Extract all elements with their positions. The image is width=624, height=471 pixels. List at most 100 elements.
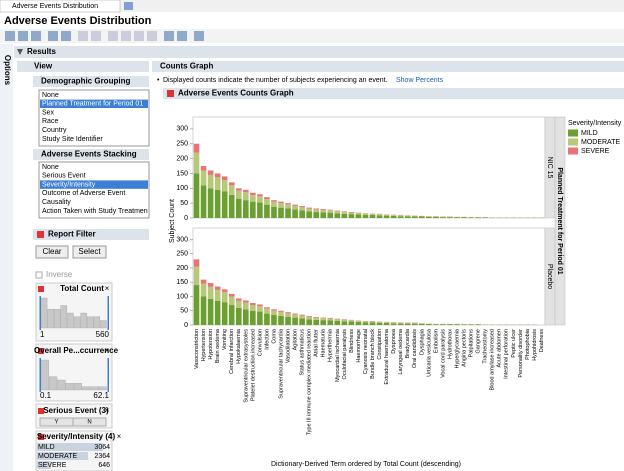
bar-segment <box>228 185 235 195</box>
x-tick-label: Brain oedema <box>215 328 221 363</box>
close-icon[interactable]: × <box>105 346 110 355</box>
list-item[interactable]: Causality <box>42 199 71 206</box>
tool-icon[interactable] <box>164 31 174 41</box>
x-tick-label: Deafness <box>539 329 545 352</box>
chart-header[interactable] <box>163 88 624 99</box>
red-triangle[interactable] <box>37 231 44 238</box>
bar-segment <box>376 321 383 323</box>
bar-segment <box>264 204 270 218</box>
bar-segment <box>264 307 270 309</box>
list-item[interactable]: None <box>42 92 59 99</box>
close-icon[interactable]: × <box>105 284 110 293</box>
tool-icon[interactable] <box>194 31 204 41</box>
bar-segment <box>257 311 263 325</box>
tool-icon[interactable] <box>177 31 187 41</box>
results-header[interactable] <box>14 46 624 58</box>
tool-icon[interactable] <box>147 31 157 41</box>
bar-segment <box>320 209 327 213</box>
bar-segment <box>383 215 390 218</box>
close-icon[interactable]: × <box>105 406 110 415</box>
list-item[interactable]: None <box>42 164 59 171</box>
tool-icon[interactable] <box>78 31 88 41</box>
red-triangle[interactable] <box>38 286 44 292</box>
legend-label[interactable]: SEVERE <box>581 148 610 155</box>
disclosure[interactable] <box>17 49 23 55</box>
level-count: 2364 <box>94 453 110 460</box>
group-listbox[interactable] <box>38 89 150 147</box>
chart-title: Adverse Events Counts Graph <box>178 89 294 98</box>
tab[interactable] <box>0 0 121 13</box>
bar-segment <box>193 143 200 153</box>
legend-label[interactable]: MILD <box>581 130 598 137</box>
bar-segment <box>285 313 291 317</box>
view-header[interactable] <box>17 61 149 72</box>
range-handle[interactable] <box>39 296 42 330</box>
x-tick-label: Vocal cord paralysis <box>440 329 446 378</box>
list-item[interactable]: Severity/Intensity <box>42 181 96 188</box>
histogram-bar <box>47 309 54 329</box>
list-item[interactable]: Study Site Identifier <box>42 136 103 143</box>
group-header[interactable] <box>33 76 149 87</box>
inverse-checkbox[interactable] <box>35 271 43 279</box>
bar-segment <box>221 191 228 218</box>
tool-icon[interactable] <box>61 31 71 41</box>
range-handle[interactable] <box>107 358 110 392</box>
histogram-bar <box>82 386 91 391</box>
level-label[interactable]: SEVERE <box>38 462 67 469</box>
bar-segment <box>404 323 411 324</box>
selected-item <box>40 180 148 189</box>
list-item[interactable]: Planned Treatment for Period 01 <box>42 101 143 108</box>
options-strip[interactable] <box>0 44 13 471</box>
filter-header[interactable] <box>33 229 149 240</box>
bar-segment <box>475 324 481 325</box>
stacking-header[interactable] <box>33 149 149 160</box>
level-label[interactable]: MILD <box>38 444 55 451</box>
bar-segment <box>200 166 207 171</box>
tool-icon[interactable] <box>5 31 15 41</box>
bar-segment <box>278 311 284 316</box>
tool-icon[interactable] <box>18 31 28 41</box>
clear-button[interactable] <box>35 245 69 259</box>
list-item[interactable]: Serious Event <box>42 173 86 180</box>
red-triangle[interactable] <box>38 434 44 440</box>
list-item[interactable]: Sex <box>42 109 55 116</box>
show-percents-link[interactable]: Show Percents <box>396 77 444 84</box>
counts-graph-header[interactable] <box>152 61 624 72</box>
bar-segment <box>278 203 284 208</box>
bar-segment <box>468 217 474 218</box>
stacking-listbox[interactable] <box>38 161 150 219</box>
select-button[interactable] <box>72 245 107 259</box>
histogram-bar <box>40 359 49 391</box>
tool-icon[interactable] <box>108 31 118 41</box>
list-item[interactable]: Race <box>42 118 58 125</box>
red-triangle[interactable] <box>38 408 44 414</box>
level-label[interactable]: MODERATE <box>38 453 77 460</box>
tool-icon[interactable] <box>134 31 144 41</box>
x-tick-label: Angina pectoris <box>461 329 467 367</box>
legend-label[interactable]: MODERATE <box>581 139 620 146</box>
bar-segment <box>447 324 453 325</box>
range-handle[interactable] <box>107 296 110 330</box>
red-triangle[interactable] <box>167 90 174 97</box>
bar-segment <box>306 207 312 209</box>
level-button[interactable] <box>72 417 107 427</box>
tool-icon[interactable] <box>91 31 101 41</box>
overall-title: Overall Pe...ccurrence <box>34 346 119 355</box>
view-title: View <box>34 62 53 71</box>
tool-icon[interactable] <box>48 31 58 41</box>
red-triangle[interactable] <box>38 348 44 354</box>
tab-icon[interactable] <box>124 2 133 10</box>
bar-segment <box>299 315 305 319</box>
range-handle[interactable] <box>39 358 42 392</box>
group-strip <box>554 116 566 326</box>
bar-segment <box>447 217 453 218</box>
close-icon[interactable]: × <box>117 432 122 441</box>
list-item[interactable]: Outcome of Adverse Event <box>42 190 125 197</box>
bar-segment <box>306 316 312 320</box>
tool-icon[interactable] <box>31 31 41 41</box>
bar-segment <box>228 182 235 186</box>
list-item[interactable]: Country <box>42 127 67 134</box>
tool-icon[interactable] <box>121 31 131 41</box>
list-item[interactable]: Action Taken with Study Treatmen <box>42 208 148 215</box>
x-tick-label: Palpitations <box>469 329 475 358</box>
